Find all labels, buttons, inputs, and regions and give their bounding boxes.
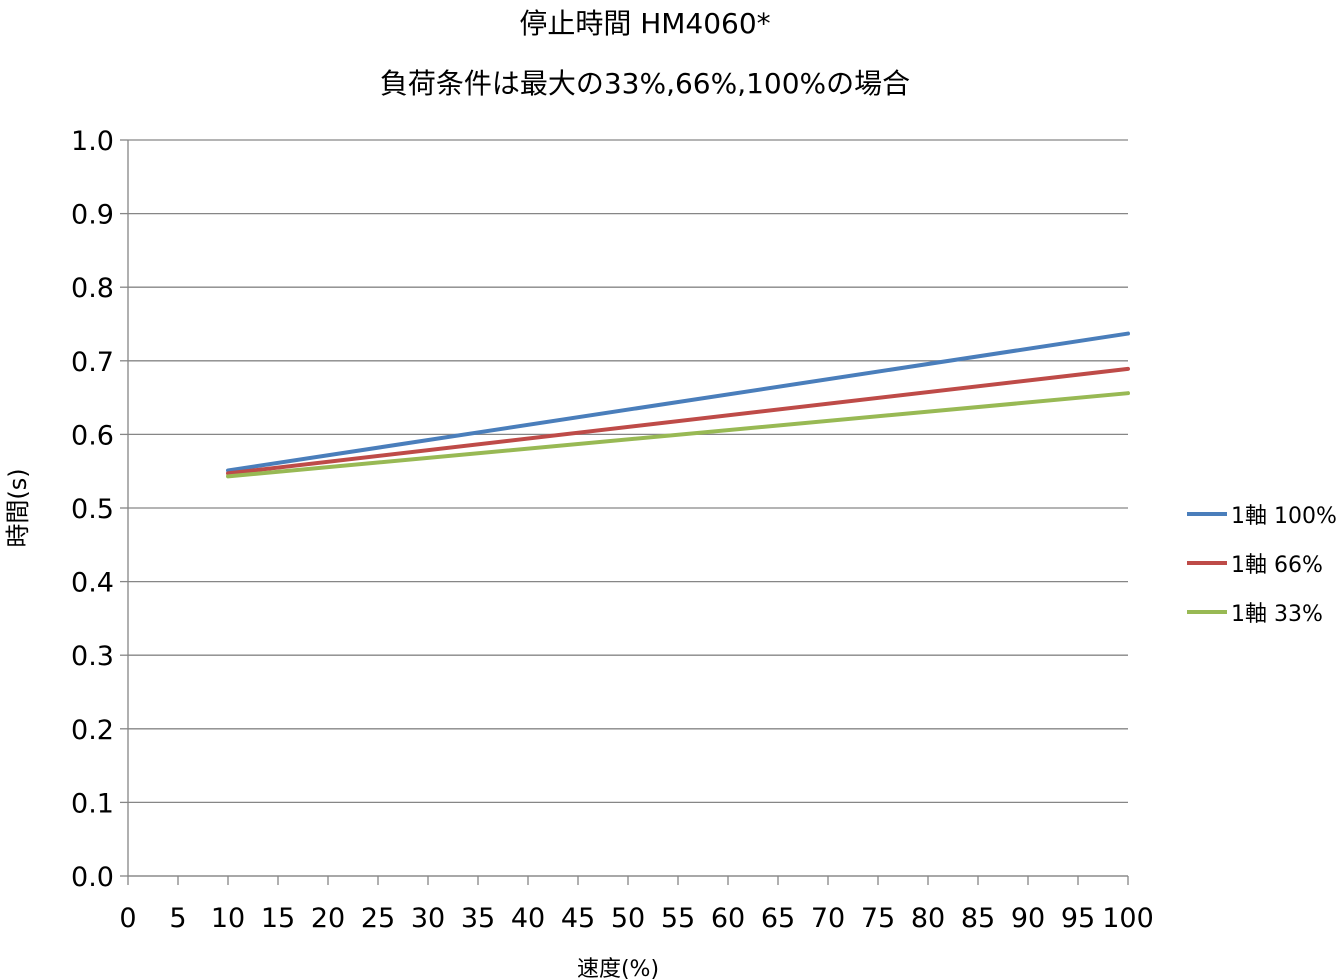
x-tick-label: 5 xyxy=(169,903,186,934)
x-tick-label: 10 xyxy=(211,903,245,934)
x-tick-label: 60 xyxy=(711,903,745,934)
legend-label-1: 1軸 66% xyxy=(1231,553,1323,578)
y-tick-label: 0.7 xyxy=(71,347,114,378)
x-tick-label: 15 xyxy=(261,903,295,934)
x-axis-label: 速度(%) xyxy=(577,957,659,980)
series-lines xyxy=(226,331,1130,479)
y-tick-label: 0.3 xyxy=(71,641,114,672)
x-tick-label: 70 xyxy=(811,903,845,934)
x-tick-label: 95 xyxy=(1061,903,1095,934)
x-tick-label: 45 xyxy=(561,903,595,934)
y-tick-label: 0.0 xyxy=(71,862,114,893)
x-tick-label: 25 xyxy=(361,903,395,934)
y-tick-label: 0.6 xyxy=(71,420,114,451)
y-tick-label: 1.0 xyxy=(71,126,114,157)
axes: 0.0 0.1 0.2 0.3 0.4 0.5 0.6 0.7 0.8 0.9 1.0 0 5 10 15 2… xyxy=(4,126,1154,980)
legend-label-2: 1軸 33% xyxy=(1231,602,1323,627)
y-tick-label: 0.8 xyxy=(71,273,114,304)
y-tick-label: 0.9 xyxy=(71,200,114,231)
x-tick-label: 50 xyxy=(611,903,645,934)
y-axis-label: 時間(s) xyxy=(4,468,32,547)
x-tick-label: 85 xyxy=(961,903,995,934)
legend: 1軸 100% 1軸 66% 1軸 33% xyxy=(1187,504,1337,627)
x-tick-label: 65 xyxy=(761,903,795,934)
y-tick-label: 0.2 xyxy=(71,715,114,746)
legend-label-0: 1軸 100% xyxy=(1231,504,1337,529)
x-tick-label: 100 xyxy=(1102,903,1154,934)
x-tick-label: 80 xyxy=(911,903,945,934)
y-tick-label: 0.5 xyxy=(71,494,114,525)
x-tick-label: 75 xyxy=(861,903,895,934)
y-tick-label: 0.4 xyxy=(71,568,114,599)
x-tick-label: 30 xyxy=(411,903,445,934)
chart-subtitle: 負荷条件は最大の33%,66%,100%の場合 xyxy=(379,67,911,100)
chart-title: 停止時間 HM4060* xyxy=(519,7,771,40)
x-tick-label: 35 xyxy=(461,903,495,934)
x-tick-label: 20 xyxy=(311,903,345,934)
series-line-0 xyxy=(226,331,1130,473)
x-tick-label: 55 xyxy=(661,903,695,934)
y-tick-label: 0.1 xyxy=(71,788,114,819)
series-line-2 xyxy=(226,391,1130,479)
gridlines xyxy=(128,139,1128,877)
x-tick-label: 90 xyxy=(1011,903,1045,934)
x-tick-label: 40 xyxy=(511,903,545,934)
series-line-1 xyxy=(226,366,1130,476)
x-tick-label: 0 xyxy=(119,903,136,934)
